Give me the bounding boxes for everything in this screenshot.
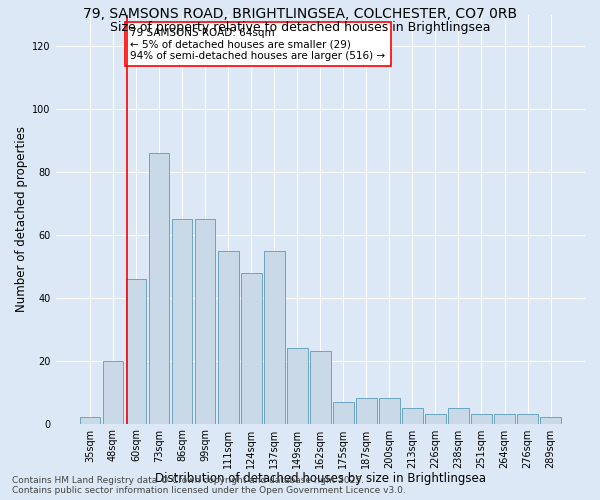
Bar: [379, 398, 400, 423]
Bar: [333, 402, 353, 423]
Bar: [517, 414, 538, 424]
Bar: [287, 348, 308, 424]
Bar: [448, 408, 469, 424]
Bar: [149, 154, 169, 424]
Bar: [356, 398, 377, 423]
Bar: [264, 250, 284, 424]
Bar: [218, 250, 239, 424]
Bar: [425, 414, 446, 424]
X-axis label: Distribution of detached houses by size in Brightlingsea: Distribution of detached houses by size …: [155, 472, 486, 485]
Y-axis label: Number of detached properties: Number of detached properties: [15, 126, 28, 312]
Text: Contains HM Land Registry data © Crown copyright and database right 2025.
Contai: Contains HM Land Registry data © Crown c…: [12, 476, 406, 495]
Bar: [172, 220, 193, 424]
Bar: [402, 408, 423, 424]
Bar: [195, 220, 215, 424]
Text: 79 SAMSONS ROAD: 64sqm
← 5% of detached houses are smaller (29)
94% of semi-deta: 79 SAMSONS ROAD: 64sqm ← 5% of detached …: [130, 28, 385, 61]
Bar: [125, 279, 146, 424]
Text: 79, SAMSONS ROAD, BRIGHTLINGSEA, COLCHESTER, CO7 0RB: 79, SAMSONS ROAD, BRIGHTLINGSEA, COLCHES…: [83, 8, 517, 22]
Bar: [103, 360, 124, 424]
Bar: [494, 414, 515, 424]
Bar: [471, 414, 492, 424]
Text: Size of property relative to detached houses in Brightlingsea: Size of property relative to detached ho…: [110, 21, 490, 34]
Bar: [310, 352, 331, 424]
Bar: [80, 418, 100, 424]
Bar: [241, 272, 262, 424]
Bar: [540, 418, 561, 424]
